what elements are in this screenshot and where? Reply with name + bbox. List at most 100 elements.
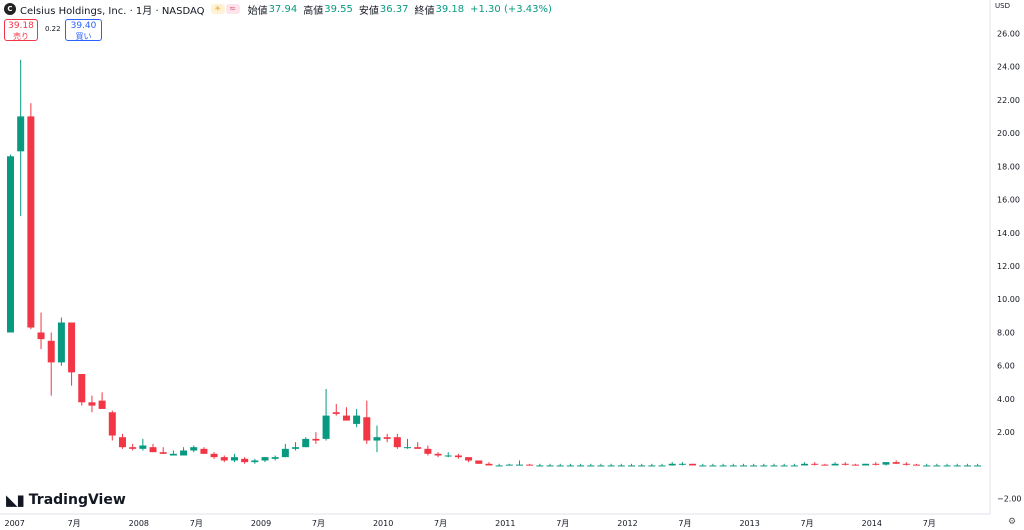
low-label: 安値 [358,5,379,17]
candle [780,463,788,467]
wave-icon[interactable]: ≈ [225,4,240,14]
candle [913,463,921,466]
candle [719,463,727,467]
candle [68,322,76,386]
candle [241,457,249,464]
candle [414,442,422,449]
buy-button[interactable]: 39.40 買い [65,19,102,41]
candle [923,463,931,467]
candle [750,463,758,467]
candle-body [17,116,25,152]
candle-body [139,445,147,449]
candle [770,463,778,467]
candle-body [505,464,513,466]
candle [495,463,503,467]
candle-body [169,453,177,456]
candle [638,463,646,467]
candle-body [353,415,361,424]
spread-value: 0.22 [45,25,61,33]
candle-body [200,448,208,454]
candle [271,455,279,461]
candle [526,463,534,466]
candle [332,403,340,416]
sell-button[interactable]: 39.18 売り [4,19,38,41]
candle [475,460,483,464]
currency-label[interactable]: USD [995,2,1010,10]
candle [678,462,686,466]
candle-body [414,447,422,449]
settings-gear-icon[interactable]: ⚙ [1008,517,1017,527]
candle-body [261,457,269,461]
candle [180,447,188,456]
candle [892,460,900,464]
candle [220,455,228,463]
candle-body [271,457,279,459]
candle-body [342,415,350,421]
candle-body [841,463,849,465]
high-label: 高値 [303,5,324,17]
candle [841,462,849,466]
y-tick-label: 8.00 [997,328,1015,337]
candle-body [78,374,86,403]
candle-body [668,463,676,466]
sun-icon[interactable]: ☀ [210,4,225,14]
candle-body [811,463,819,465]
candle-body [719,465,727,467]
candle [505,463,513,466]
x-tick-label: 2008 [129,519,149,528]
candle [98,392,106,409]
candle-body [902,463,910,465]
candle [17,59,25,217]
candle [689,463,697,466]
candle [943,463,951,467]
y-tick-label: 12.00 [997,262,1020,271]
candle [7,154,14,333]
candle [821,463,829,466]
candle-body [872,463,880,465]
candle [729,463,737,467]
candle-body [953,465,961,467]
sell-price: 39.18 [8,21,34,31]
candle-body [851,464,859,466]
candle [342,407,350,421]
candle [953,463,961,467]
candle-body [648,465,656,467]
y-tick-label: 18.00 [997,162,1020,171]
buy-price: 39.40 [70,21,97,31]
candle [424,445,432,456]
candle-body [923,465,931,467]
candle-body [516,464,523,466]
candle [108,410,116,441]
x-tick-label: 2013 [739,519,759,528]
candle-body [566,465,574,467]
tradingview-logo[interactable]: ◣▮ TradingView [6,491,126,509]
candle [292,442,300,451]
candle-body [627,465,635,467]
candle [658,463,666,467]
candle [668,462,676,466]
candle-body [322,415,330,439]
x-tick-label: 7月 [68,519,81,528]
candle-body [729,465,737,467]
candle-body [882,462,890,465]
candle-body [770,465,778,467]
candle-body [149,447,157,453]
candle [699,463,707,467]
candle-body [332,412,340,414]
candle-body [230,457,238,461]
candle [587,463,595,467]
candle [444,452,452,458]
candle [516,460,523,466]
candle-body [862,463,870,466]
y-tick-label: 4.00 [997,395,1015,404]
symbol-title[interactable]: Celsius Holdings, Inc. · 1月 · NASDAQ [20,5,205,17]
candle [383,433,391,443]
candle [322,389,330,441]
x-tick-label: 7月 [678,519,691,528]
candle-body [485,463,493,466]
candle-body [241,458,249,463]
x-tick-label: 2012 [617,519,637,528]
candle [27,103,35,330]
close-value: 39.18 [435,3,465,15]
